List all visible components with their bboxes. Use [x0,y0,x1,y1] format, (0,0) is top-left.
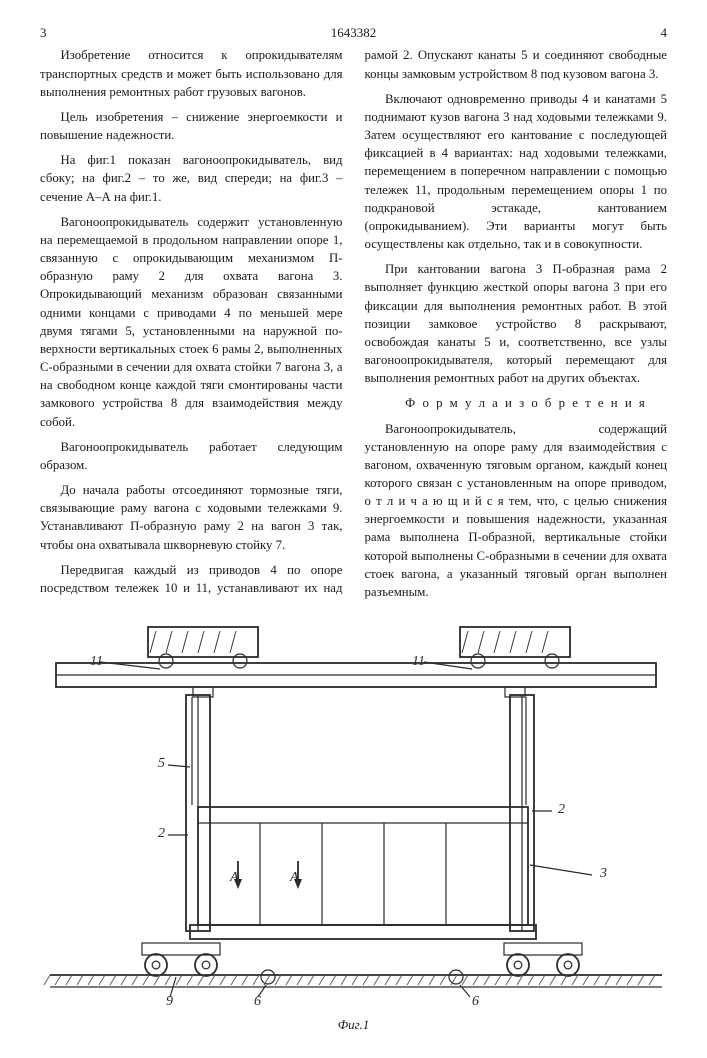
para: При кантовании вагона 3 П-образная ра­ма… [365,260,668,387]
svg-text:5: 5 [158,756,165,771]
svg-text:11: 11 [90,654,103,669]
para: Вагоноопрокидыватель работает следу­ющим… [40,438,343,474]
figure-1: 11 11 5 2 2 3 А А 9 6 6 Фиг.1 [40,615,667,1035]
para: На фиг.1 показан вагоноопрокидыва­тель, … [40,151,343,205]
para: Включают одновременно приводы 4 и ка­нат… [365,90,668,253]
svg-text:3: 3 [599,866,607,881]
svg-text:2: 2 [158,826,165,841]
patent-number: 1643382 [259,24,447,42]
page-num-right: 4 [479,24,667,42]
para: Вагоноопрокидыватель содержит уста­новле… [40,213,343,431]
formula-heading: Ф о р м у л а и з о б р е т е н и я [365,394,668,412]
two-column-body: Изобретение относится к опрокидывате­лям… [40,46,667,602]
para: Вагоноопрокидыватель, содержащий установ… [365,420,668,602]
figure-caption: Фиг.1 [40,1016,667,1034]
para: Изобретение относится к опрокидывате­лям… [40,46,343,100]
figure-svg: 11 11 5 2 2 3 А А 9 6 6 [40,615,667,1009]
svg-text:2: 2 [558,802,565,817]
svg-text:6: 6 [254,994,261,1009]
page-num-left: 3 [40,24,228,42]
svg-text:А: А [289,870,299,885]
svg-text:А: А [229,870,239,885]
para: Цель изобретения – снижение энерго­емкос… [40,108,343,144]
svg-text:9: 9 [166,994,173,1009]
page-header: 3 1643382 4 [40,24,667,42]
para: До начала работы отсоединяют тормоз­ные … [40,481,343,554]
svg-text:11: 11 [412,654,425,669]
svg-text:6: 6 [472,994,479,1009]
